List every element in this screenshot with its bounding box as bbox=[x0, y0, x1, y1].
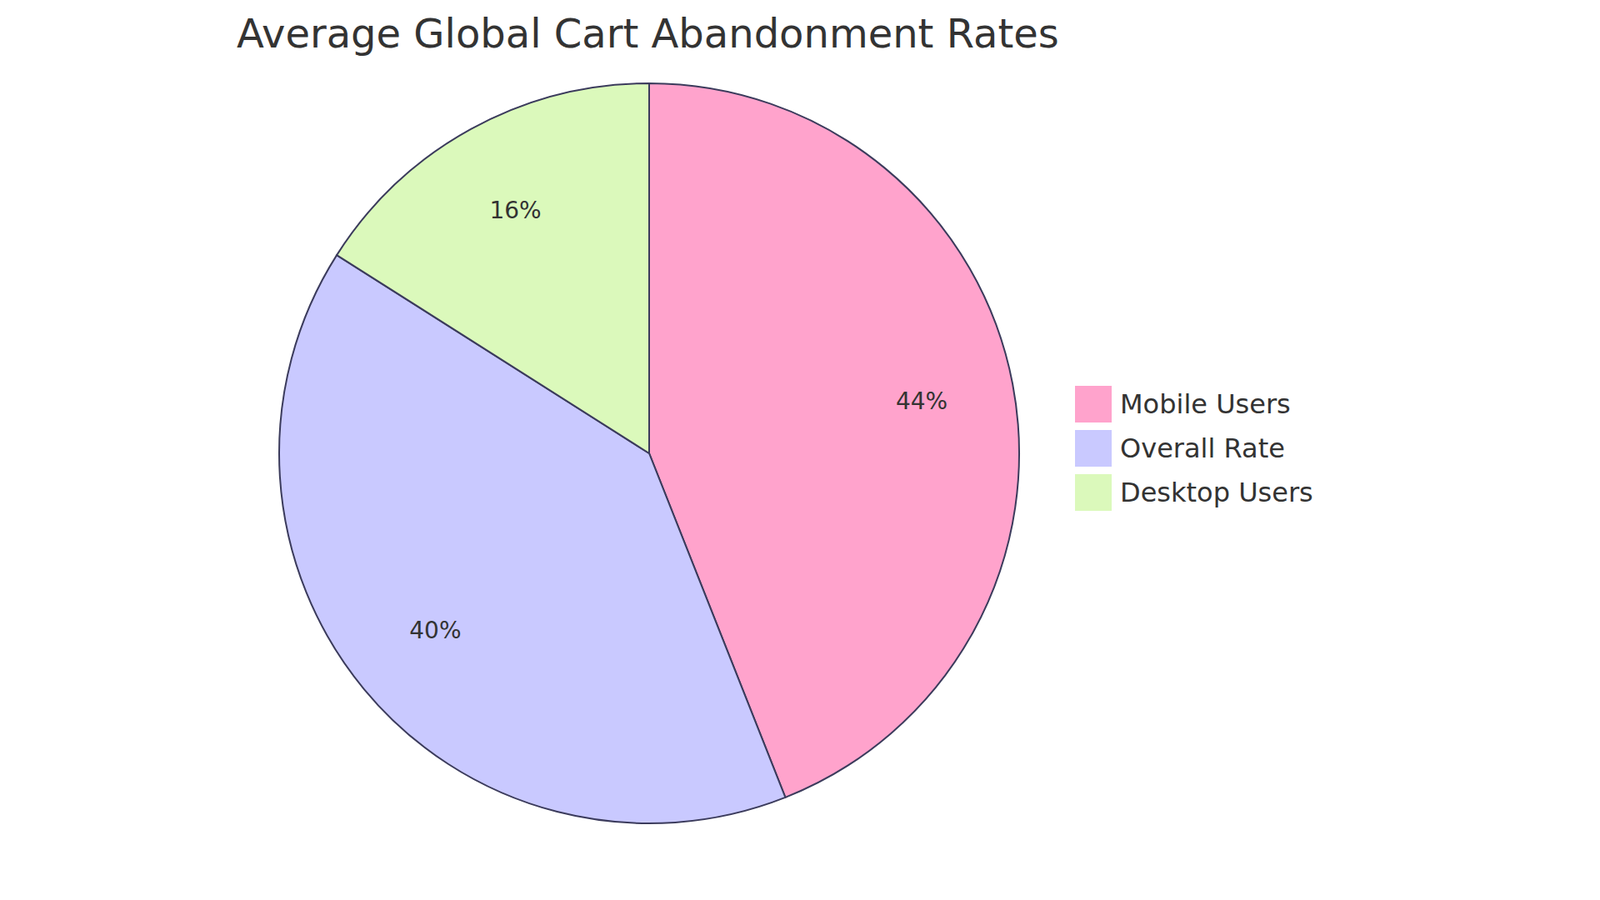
html-text:Mobile Users: Mobile Users bbox=[1120, 387, 1291, 420]
html-text:Desktop Users: Desktop Users bbox=[1120, 476, 1314, 508]
svg-text:16%: 16% bbox=[489, 196, 541, 225]
svg-text:40%: 40% bbox=[409, 616, 461, 645]
html-text:Overall Rate: Overall Rate bbox=[1120, 432, 1285, 464]
html-text:Average Global Cart Abandonmen: Average Global Cart Abandonment Rates bbox=[236, 10, 1059, 57]
svg-text:44%: 44% bbox=[895, 387, 948, 415]
